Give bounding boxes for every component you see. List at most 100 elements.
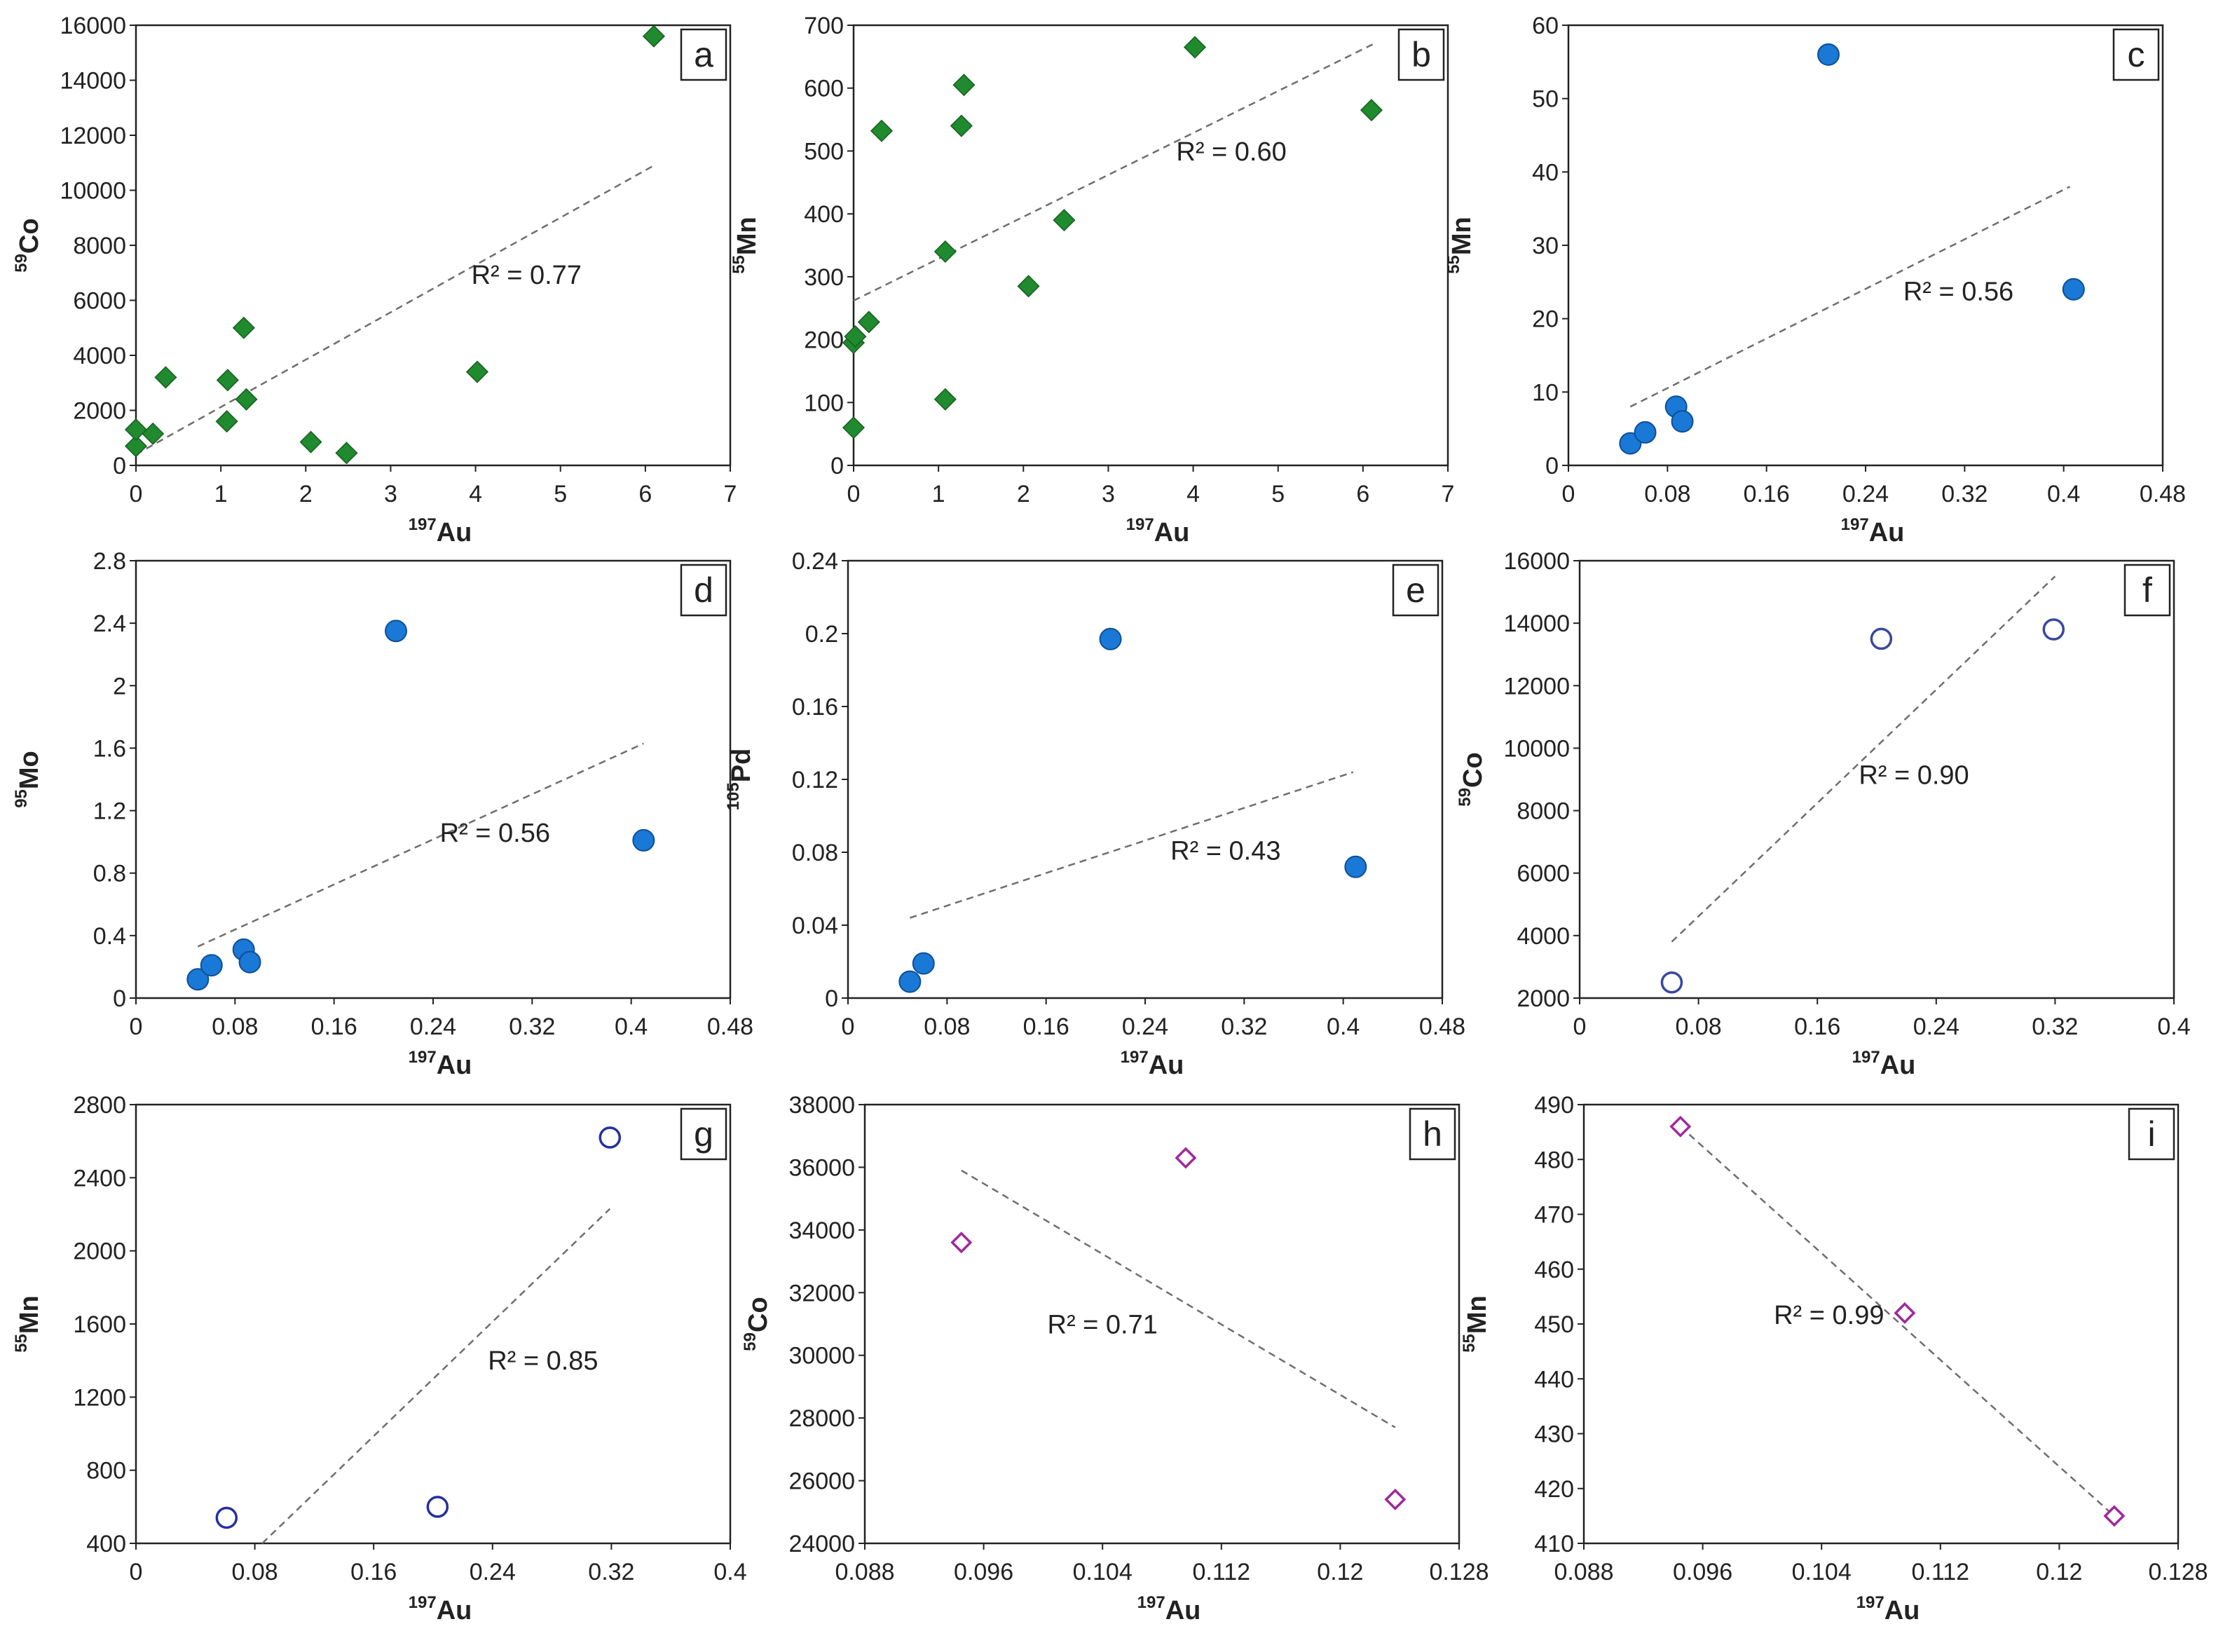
- x-tick-label: 0: [1573, 1013, 1587, 1040]
- y-tick-label: 1.6: [93, 735, 126, 762]
- plot-frame: [863, 1103, 1461, 1545]
- y-axis-element: Mn: [1447, 217, 1477, 255]
- y-tick-label: 60: [1532, 13, 1559, 39]
- x-tick-label: 0.32: [509, 1013, 555, 1040]
- x-axis-element: Au: [1165, 1596, 1201, 1625]
- x-tick-label: 4: [469, 481, 482, 507]
- y-axis-element: Mo: [15, 751, 44, 789]
- x-axis-label: 197Au: [1121, 1048, 1184, 1080]
- data-point: [844, 325, 867, 348]
- y-tick-label: 600: [804, 76, 844, 102]
- x-axis-element: Au: [1869, 518, 1905, 547]
- data-point: [912, 952, 935, 975]
- plot-frame: [135, 1103, 732, 1545]
- data-point: [642, 25, 666, 48]
- y-tick-label: 10000: [1503, 735, 1570, 762]
- x-tick-label: 0.16: [350, 1559, 397, 1585]
- x-tick-label: 0.08: [1644, 481, 1690, 507]
- y-tick-label: 410: [1534, 1531, 1574, 1557]
- data-point: [426, 1496, 449, 1518]
- panel-letter: g: [694, 1114, 713, 1154]
- y-axis-isotope: 59: [741, 1332, 760, 1351]
- y-axis-element: Pd: [727, 749, 756, 783]
- x-axis-isotope: 197: [1852, 1048, 1880, 1067]
- x-tick-label: 0.104: [1073, 1559, 1133, 1585]
- y-tick-label: 12000: [60, 123, 126, 149]
- data-point: [952, 74, 976, 97]
- x-axis-element: Au: [437, 518, 472, 547]
- panel-letter-box: [1397, 28, 1445, 81]
- trendline: [961, 1169, 1396, 1428]
- r-squared-label: R² = 0.90: [1859, 761, 1969, 791]
- data-point: [465, 360, 489, 383]
- y-axis-element: Mn: [15, 1295, 44, 1334]
- y-tick-label: 0.4: [93, 923, 126, 950]
- x-tick-label: 0.48: [1419, 1013, 1465, 1040]
- y-axis-isotope: 95: [12, 789, 31, 808]
- data-point: [1053, 209, 1076, 232]
- data-point: [632, 828, 655, 852]
- y-tick-label: 34000: [788, 1217, 855, 1244]
- data-point: [186, 968, 210, 991]
- y-tick-label: 0: [825, 985, 838, 1012]
- y-tick-label: 400: [86, 1531, 126, 1557]
- panel-i: 0.088 0.096 0.104 0.112 0.12 0.128 410 420 430 44…: [1460, 1092, 2208, 1625]
- y-tick-label: 2000: [73, 398, 126, 425]
- x-tick-label: 0.16: [1023, 1013, 1069, 1040]
- y-tick-label: 20: [1532, 306, 1559, 333]
- y-tick-label: 2: [113, 673, 126, 699]
- y-tick-label: 470: [1534, 1202, 1574, 1229]
- panel-g: 0 0.08 0.16 0.24 0.32 0.4 400 800 1200 1600 2000 24…: [12, 1092, 747, 1625]
- y-tick-label: 30000: [788, 1343, 855, 1370]
- x-axis-label: 197Au: [1137, 1593, 1201, 1625]
- plot-frame: [1578, 559, 2175, 999]
- y-tick-label: 700: [804, 13, 844, 39]
- x-axis-isotope: 197: [1121, 1048, 1149, 1067]
- y-axis-label: 55Mn: [12, 1295, 44, 1353]
- y-tick-label: 2000: [1517, 985, 1570, 1012]
- x-tick-label: 5: [1271, 481, 1285, 507]
- panel-letter: a: [694, 35, 713, 74]
- r-squared-label: R² = 0.56: [440, 819, 550, 848]
- y-tick-label: 16000: [1503, 548, 1570, 575]
- x-axis-label: 197Au: [1856, 1593, 1920, 1625]
- data-point: [2042, 618, 2065, 641]
- x-tick-label: 0.32: [1221, 1013, 1267, 1040]
- data-point: [2062, 278, 2085, 301]
- x-axis-label: 197Au: [409, 515, 472, 547]
- y-axis-isotope: 59: [1456, 788, 1475, 807]
- plot-frame: [135, 24, 732, 467]
- data-point: [215, 410, 238, 433]
- x-tick-label: 2: [1017, 481, 1030, 507]
- y-tick-label: 6000: [1517, 861, 1570, 887]
- y-axis-isotope: 105: [724, 782, 743, 810]
- data-point: [1344, 855, 1367, 878]
- x-tick-label: 0.112: [1912, 1559, 1970, 1585]
- data-point: [898, 970, 922, 993]
- data-point: [385, 620, 407, 643]
- y-tick-label: 0: [830, 453, 844, 479]
- x-axis-label: 197Au: [409, 1048, 472, 1080]
- x-tick-label: 0.112: [1193, 1559, 1251, 1585]
- y-tick-label: 500: [804, 138, 844, 165]
- x-axis-isotope: 197: [1841, 515, 1869, 534]
- y-tick-label: 14000: [60, 68, 126, 95]
- trendline: [197, 742, 644, 948]
- plot-frame: [135, 559, 732, 999]
- x-tick-label: 0: [130, 1013, 143, 1040]
- trendline: [1629, 186, 2071, 408]
- y-tick-label: 450: [1534, 1311, 1574, 1338]
- x-tick-label: 0.4: [1327, 1013, 1360, 1040]
- x-tick-label: 0.32: [588, 1559, 634, 1585]
- x-axis-element: Au: [1884, 1596, 1920, 1625]
- y-tick-label: 30: [1532, 233, 1559, 259]
- y-axis-isotope: 55: [730, 255, 748, 274]
- y-tick-label: 1.2: [93, 798, 126, 825]
- data-point: [1175, 1147, 1197, 1169]
- x-tick-label: 6: [638, 481, 652, 507]
- y-axis-label: 59Co: [12, 218, 44, 272]
- y-axis-element: Co: [744, 1297, 773, 1332]
- data-point: [870, 119, 894, 142]
- y-axis-label: 105Pd: [724, 749, 756, 811]
- x-tick-label: 0.128: [2148, 1559, 2208, 1585]
